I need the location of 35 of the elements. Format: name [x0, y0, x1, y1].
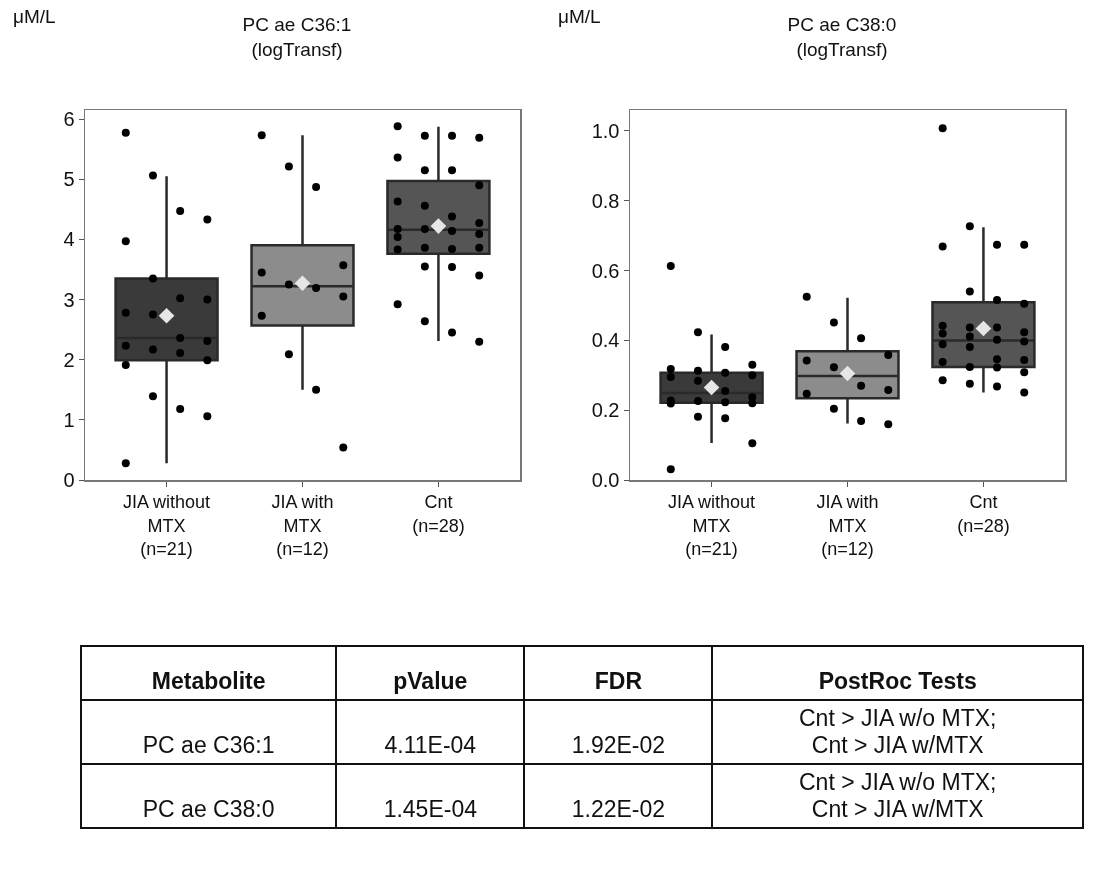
x-tick-label: JIA with MTX (n=12): [271, 492, 334, 559]
text: Cnt > JIA w/o MTX; Cnt > JIA w/MTX: [798, 705, 997, 758]
chart-title: PC ae C36:1 (logTransf): [242, 14, 352, 60]
y-tick-label: 0.4: [591, 329, 620, 352]
y-tick-label: 2: [63, 348, 75, 371]
text: 4.11E-04: [384, 732, 477, 758]
x-tick-label: Cnt (n=28): [957, 492, 1010, 536]
y-tick-label: 0.2: [591, 399, 620, 422]
y-tick-label: 6: [63, 108, 75, 131]
category-label: FDR: [524, 646, 713, 700]
text: PC ae C36:1: [142, 732, 275, 758]
text: 1.92E-02: [571, 732, 666, 758]
text: 1.45E-04: [383, 796, 477, 822]
y-tick-label: 4: [63, 228, 75, 251]
x-tick-label: JIA without MTX (n=21): [123, 492, 211, 559]
x-tick-label: JIA with MTX (n=12): [816, 492, 879, 559]
y-tick-label: 0.6: [591, 259, 620, 282]
x-tick-label: JIA without MTX (n=21): [668, 492, 756, 559]
y-tick-label: 5: [63, 168, 75, 191]
y-axis-title: μM/L: [13, 6, 56, 27]
y-tick-label: 1: [63, 408, 75, 431]
y-tick-label: 3: [63, 288, 75, 311]
chart-title: PC ae C38:0 (logTransf): [787, 14, 897, 60]
text: PC ae C38:0: [142, 796, 275, 822]
category-label: pValue: [336, 646, 525, 700]
y-tick-label: 0.0: [591, 469, 620, 491]
category-label: Metabolite: [81, 646, 337, 700]
y-tick-label: 0: [63, 469, 75, 491]
y-tick-label: 0.8: [591, 189, 620, 212]
y-tick-label: 1.0: [591, 119, 620, 142]
text: Cnt > JIA w/o MTX; Cnt > JIA w/MTX: [798, 769, 997, 822]
x-tick-label: Cnt (n=28): [412, 492, 465, 536]
y-axis-title: μM/L: [558, 6, 601, 27]
text: 1.22E-02: [571, 796, 666, 822]
category-label: PostRoc Tests: [712, 646, 1083, 700]
